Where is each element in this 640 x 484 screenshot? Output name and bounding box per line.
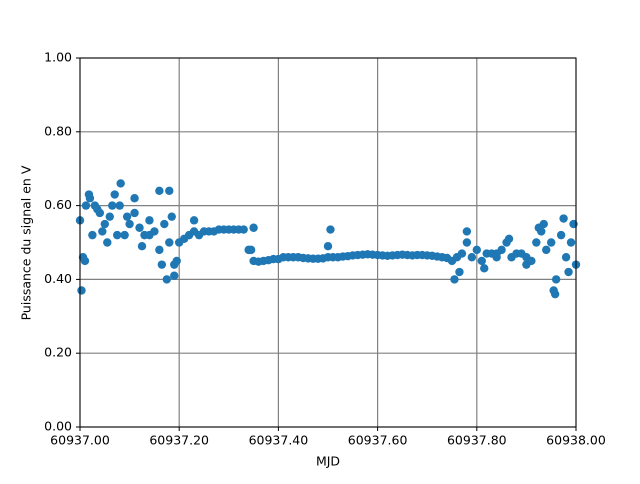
x-tick-label: 60937.40 (249, 433, 309, 448)
y-tick-label: 0.00 (44, 419, 72, 434)
point (155, 186, 164, 196)
y-axis-label: Puissance du signal en V (19, 165, 34, 320)
point (113, 230, 122, 240)
point (550, 289, 560, 299)
point (78, 253, 88, 262)
point (561, 253, 571, 262)
point (93, 205, 102, 214)
x-tick-label: 60938.00 (546, 433, 606, 448)
point (110, 190, 119, 199)
y-tick-label: 0.20 (44, 345, 72, 360)
x-axis-label: MJD (316, 454, 340, 469)
point (480, 264, 489, 273)
point (547, 238, 556, 247)
point (472, 245, 481, 255)
plot-area (75, 179, 581, 299)
point (130, 194, 139, 203)
point (566, 238, 576, 247)
point (556, 230, 566, 240)
point (137, 241, 147, 251)
point (172, 256, 181, 266)
point (522, 260, 531, 269)
point (125, 219, 134, 229)
point (539, 219, 548, 229)
point (84, 190, 94, 199)
point (165, 238, 174, 247)
x-tick-label: 60937.20 (149, 433, 209, 448)
point (467, 253, 477, 262)
point (160, 219, 169, 229)
point (542, 245, 551, 255)
point (122, 212, 132, 221)
point (239, 225, 248, 234)
point (457, 249, 467, 258)
point (450, 275, 459, 284)
point (145, 230, 154, 240)
x-tick-label: 60937.60 (348, 433, 408, 448)
point (81, 201, 91, 210)
point (564, 267, 573, 277)
point (105, 212, 114, 221)
point (167, 212, 176, 221)
point (77, 286, 86, 295)
y-tick-label: 0.40 (44, 271, 72, 286)
point (108, 201, 117, 210)
y-tick-label: 1.00 (44, 50, 72, 65)
point (98, 227, 107, 236)
point (477, 256, 486, 266)
point (551, 275, 561, 284)
point (120, 230, 129, 240)
point (492, 249, 501, 258)
point (103, 238, 112, 247)
point (130, 208, 139, 218)
point (100, 219, 110, 229)
point (504, 234, 514, 244)
point (145, 216, 154, 225)
point (155, 245, 164, 255)
point (170, 271, 179, 280)
x-tick-label: 60937.80 (447, 433, 507, 448)
point (559, 214, 568, 223)
point (165, 186, 174, 196)
point (162, 275, 171, 284)
y-tick-label: 0.60 (44, 197, 72, 212)
point (189, 216, 199, 225)
point (115, 201, 124, 210)
point (462, 227, 472, 236)
point (88, 230, 97, 240)
point (246, 245, 256, 255)
point (249, 223, 258, 232)
point (135, 223, 144, 232)
point (462, 238, 472, 247)
x-tick-label: 60937.00 (50, 433, 110, 448)
point (323, 241, 333, 251)
point (455, 267, 464, 277)
point (116, 179, 125, 188)
y-tick-label: 0.80 (44, 123, 72, 138)
point (157, 260, 167, 269)
point (532, 238, 541, 247)
plot-frame (79, 57, 577, 428)
point (326, 225, 335, 234)
